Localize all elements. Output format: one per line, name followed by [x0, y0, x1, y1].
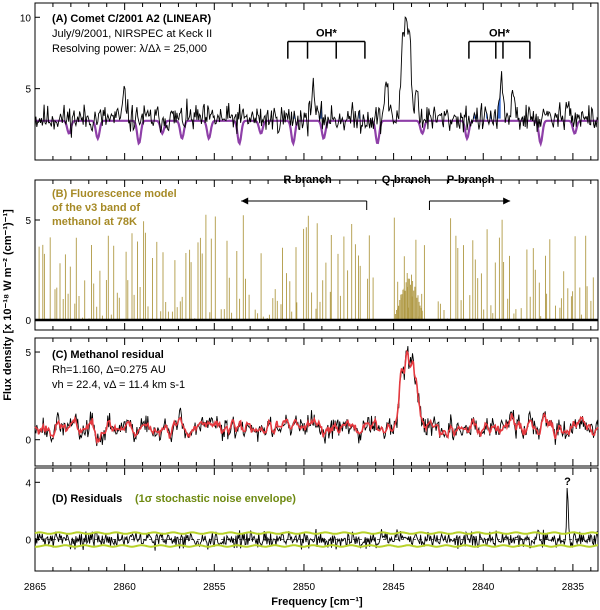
- panel-a-title: (A) Comet C/2001 A2 (LINEAR): [52, 13, 211, 25]
- panel-b-frame: [34, 179, 599, 331]
- oh-label: OH*: [489, 28, 511, 40]
- x-tick-label: 2855: [203, 582, 226, 593]
- panel-a-frame: [34, 2, 599, 161]
- oh-label: OH*: [316, 28, 338, 40]
- panel-c-ytick-label: 5: [25, 348, 31, 359]
- x-tick-label: 2840: [472, 582, 495, 593]
- p-branch-label: P-branch: [447, 174, 495, 186]
- panel-c-param-1: Rh=1.160, Δ=0.275 AU: [52, 364, 166, 376]
- noise-envelope-lower: [34, 544, 598, 548]
- panel-c-param-2: vh = 22.4, vΔ = 11.4 km s-1: [52, 379, 185, 391]
- panels: 5 10 OH* OH* 0 5 R-branch Q-branch P-branch 0 5 0 4?…: [20, 2, 599, 593]
- panel-b-title-2: of the ν3 band of: [52, 202, 140, 214]
- methanol-model-line: [34, 349, 599, 445]
- y-axis-label: Flux density [x 10⁻¹⁸ W m⁻² (cm⁻¹)⁻¹]: [2, 209, 14, 401]
- r-branch-label: R-branch: [283, 174, 332, 186]
- x-tick-label: 2860: [114, 582, 137, 593]
- x-tick-label: 2835: [562, 582, 585, 593]
- p-branch-arrowhead: [503, 197, 511, 205]
- x-axis-label: Frequency [cm⁻¹]: [271, 596, 363, 608]
- panel-a-ytick-label: 10: [20, 13, 32, 24]
- methanol-residual-line: [34, 346, 599, 447]
- panel-c-title: (C) Methanol residual: [52, 349, 164, 361]
- panel-b-ytick-label: 0: [25, 316, 31, 327]
- panel-d-frame: [34, 467, 599, 572]
- atmospheric-model-line: [35, 119, 598, 148]
- panel-c-frame: [34, 337, 599, 467]
- panel-b-title-3: methanol at 78K: [52, 216, 137, 228]
- panel-d-note: (1σ stochastic noise envelope): [135, 493, 296, 505]
- panel-a-ytick-label: 5: [25, 85, 31, 96]
- panel-a-subtitle-1: July/9/2001, NIRSPEC at Keck II: [52, 28, 212, 40]
- observed-spectrum-line: [34, 16, 599, 138]
- r-branch-arrowhead: [241, 197, 249, 205]
- panel-d-ytick-label: 0: [25, 536, 31, 547]
- residuals-line: [34, 487, 599, 551]
- panel-a-subtitle-2: Resolving power: λ/Δλ = 25,000: [52, 43, 207, 55]
- panel-c-ytick-label: 0: [25, 436, 31, 447]
- panel-b-ytick-label: 5: [25, 216, 31, 227]
- x-tick-label: 2850: [293, 582, 316, 593]
- spike-question-label: ?: [564, 476, 571, 488]
- noise-envelope-upper: [34, 531, 599, 535]
- oh-line-fill: [495, 84, 501, 119]
- panel-b-title-1: (B) Fluorescence model: [52, 188, 177, 200]
- q-branch-label: Q-branch: [382, 174, 431, 186]
- panel-d-title: (D) Residuals: [52, 493, 122, 505]
- fluorescence-stick-lines: [38, 214, 594, 320]
- x-tick-label: 2845: [382, 582, 405, 593]
- panel-d-ytick-label: 4: [25, 478, 31, 489]
- x-tick-label: 2865: [24, 582, 47, 593]
